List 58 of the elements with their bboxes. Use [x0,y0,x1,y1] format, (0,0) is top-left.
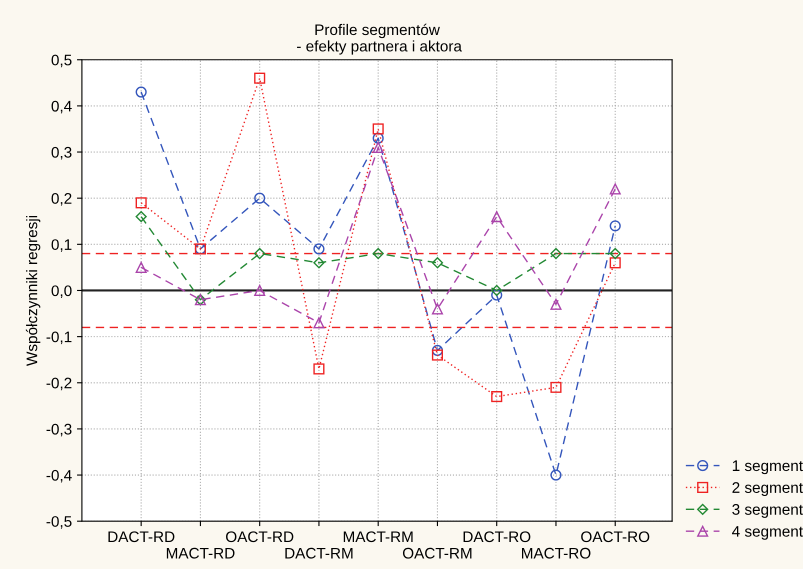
point [491,391,502,402]
x-tick-label: DACT-RM [285,548,352,559]
y-tick-label: 0,0 [52,285,72,298]
x-tick-label: MACT-RD [166,548,234,559]
point [491,284,502,296]
point [136,197,147,208]
point [372,248,384,260]
point [550,248,562,260]
x-tick-label: OACT-RD [226,531,294,542]
point [432,350,444,361]
point [610,183,621,195]
point [550,298,562,310]
x-tick-label: OACT-RM [402,548,472,559]
x-tick-label: OACT-RO [581,531,650,542]
point [610,248,621,260]
point [372,123,384,135]
x-tick-label: DACT-RO [464,531,530,542]
y-tick-label: -0,2 [46,378,72,390]
legend-label: 2 segment [732,482,803,496]
y-tick-label: -0,4 [46,470,72,483]
point [313,257,325,268]
point [313,317,324,328]
y-axis-title: Współczynniki regresji [26,216,40,366]
point [254,192,266,204]
point [610,257,621,268]
y-tick-label: 0,5 [52,54,72,68]
y-tick-label: -0,5 [46,516,72,529]
x-tick-label: DACT-RD [108,531,174,542]
point [313,243,324,254]
y-tick-label: 0,1 [52,239,72,252]
point [432,257,444,268]
point [610,220,621,232]
y-tick-label: 0,2 [52,193,72,206]
y-tick-label: -0,1 [46,331,72,344]
point [432,344,444,356]
point [372,142,384,153]
y-tick-label: 0,4 [52,100,72,114]
point [372,132,384,144]
point [432,303,444,314]
point [254,248,266,260]
point [491,211,502,222]
chart-title: Profile segmentów - efekty partnera i aktora [297,24,462,55]
point [254,72,266,84]
point [136,86,147,98]
y-tick-label: -0,3 [46,424,72,436]
point [550,382,562,393]
point [136,262,147,273]
point [491,290,502,301]
point [313,363,324,374]
x-tick-label: MACT-RO [522,548,590,559]
x-tick-label: MACT-RM [344,531,413,542]
point [550,470,562,481]
legend-label: 1 segment [732,460,803,474]
legend-label: 3 segment [732,504,803,518]
legend-label: 4 segment [732,526,803,540]
point [254,284,266,296]
point [136,211,147,222]
y-tick-label: 0,3 [52,146,72,160]
